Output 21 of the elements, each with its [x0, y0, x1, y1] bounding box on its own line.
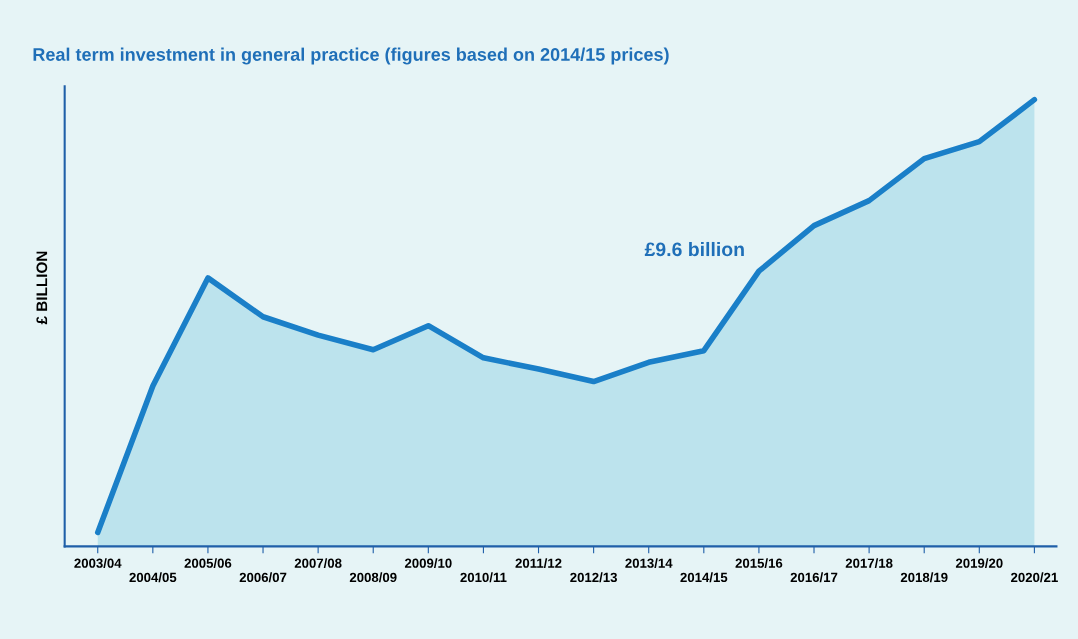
x-tick-label: 2007/08: [294, 558, 342, 568]
x-tick-label: 2006/07: [239, 572, 287, 583]
x-tick-label: 2003/04: [74, 558, 122, 568]
x-tick-label: 2013/14: [625, 558, 673, 568]
x-tick-label: 2010/11: [460, 572, 507, 583]
y-axis-title: £ BILLION: [36, 251, 48, 325]
x-tick-label: 2012/13: [570, 572, 617, 583]
x-tick-label: 2009/10: [404, 558, 452, 568]
x-tick-label: 2019/20: [955, 558, 1003, 568]
x-tick-label: 2014/15: [680, 572, 728, 583]
annotation: £9.6 billion: [644, 241, 744, 257]
x-tick-label: 2004/05: [129, 572, 177, 583]
x-tick-label: 2011/12: [515, 558, 562, 568]
x-tick-label: 2016/17: [790, 572, 838, 583]
x-tick-label: 2020/21: [1011, 572, 1058, 583]
x-tick-label: 2015/16: [735, 558, 783, 568]
x-tick-label: 2008/09: [349, 572, 397, 583]
chart-title: Real term investment in general practice (figures based on 2014/15 prices): [33, 47, 669, 65]
x-tick-label: 2018/19: [900, 572, 948, 583]
x-tick-label: 2017/18: [845, 558, 893, 568]
x-tick-label: 2005/06: [184, 558, 232, 568]
